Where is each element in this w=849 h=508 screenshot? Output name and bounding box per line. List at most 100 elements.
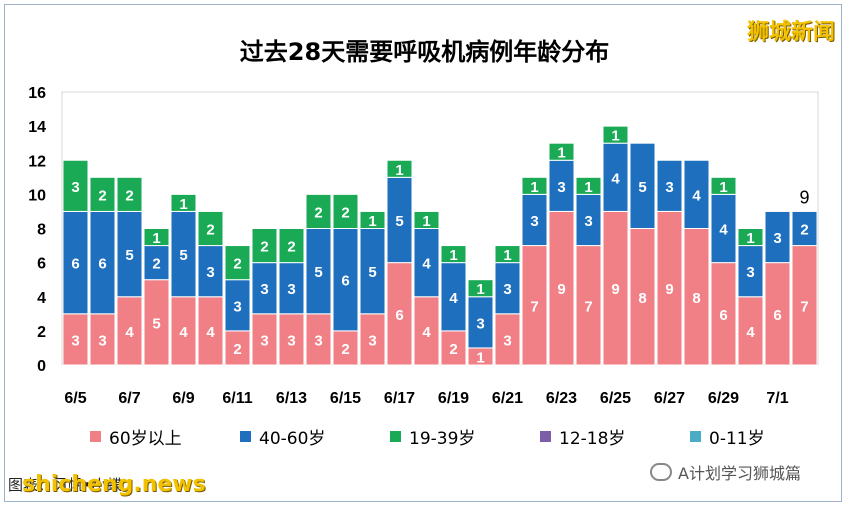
data-label: 2 <box>233 256 241 273</box>
data-label: 2 <box>260 239 268 256</box>
bar-segment <box>548 159 575 212</box>
bar-segment <box>683 159 710 229</box>
data-label: 4 <box>206 324 215 341</box>
legend-item-0-11: 0-11岁 <box>690 424 840 449</box>
data-label: 1 <box>395 162 403 179</box>
data-label: 6 <box>395 307 403 324</box>
bar-segment <box>116 176 143 212</box>
bar-segment <box>413 210 440 229</box>
bar-segment <box>764 210 791 264</box>
data-label: 5 <box>152 315 160 332</box>
bar-segment <box>278 228 305 264</box>
account-credit: A计划学习狮城篇 <box>650 460 801 484</box>
chart-legend: 60岁以上 40-60岁 19-39岁 12-18岁 0-11岁 <box>90 424 840 449</box>
y-tick-label: 2 <box>37 324 46 341</box>
data-label: 1 <box>557 145 565 162</box>
bar-segment <box>791 210 818 247</box>
legend-label: 40-60岁 <box>259 429 326 449</box>
bar-segment <box>224 245 251 281</box>
data-label: 4 <box>125 324 134 341</box>
bar-segment <box>278 262 305 315</box>
data-label: 1 <box>179 196 187 213</box>
data-label: 4 <box>179 324 188 341</box>
bar-segment <box>602 125 629 144</box>
bar-segment <box>467 279 494 298</box>
bar-segment <box>656 210 683 366</box>
data-label: 2 <box>314 204 322 221</box>
data-label: 3 <box>314 332 322 349</box>
bar-segment <box>629 142 656 229</box>
data-label: 4 <box>611 170 620 187</box>
bar-segment <box>737 245 764 298</box>
data-label: 3 <box>206 264 214 281</box>
data-label: 2 <box>233 341 241 358</box>
bar-segment <box>683 228 710 366</box>
data-label: 3 <box>773 230 781 247</box>
y-tick-label: 16 <box>28 85 46 102</box>
bar-segment <box>656 159 683 212</box>
bar-segment <box>197 210 224 247</box>
x-tick-label: 6/15 <box>330 390 361 407</box>
x-tick-label: 6/13 <box>276 390 307 407</box>
data-label: 4 <box>692 187 701 204</box>
bar-segment <box>305 228 332 315</box>
data-label: 3 <box>503 332 511 349</box>
legend-label: 12-18岁 <box>559 429 626 449</box>
bar-segment <box>791 245 818 366</box>
chart-title: 过去28天需要呼吸机病例年龄分布 <box>239 38 610 66</box>
x-tick-label: 6/17 <box>384 390 415 407</box>
data-label: 3 <box>503 281 511 298</box>
bar-segment <box>62 313 89 366</box>
data-label: 7 <box>584 298 592 315</box>
bar-segment <box>386 159 413 178</box>
data-label: 2 <box>206 222 214 239</box>
y-tick-label: 4 <box>37 290 46 307</box>
bar-segment <box>170 193 197 212</box>
data-label: 7 <box>800 298 808 315</box>
data-label: 4 <box>422 256 431 273</box>
data-label: 3 <box>260 332 268 349</box>
data-label: 3 <box>368 332 376 349</box>
bar-segment <box>359 210 386 229</box>
bar-segment <box>710 262 737 366</box>
data-label: 2 <box>287 239 295 256</box>
data-label: 8 <box>638 290 646 307</box>
wechat-icon <box>650 463 673 481</box>
data-label: 1 <box>611 128 619 145</box>
legend-label: 60岁以上 <box>109 429 182 449</box>
data-label: 3 <box>71 179 79 196</box>
bar-segment <box>224 279 251 332</box>
legend-swatch <box>90 431 101 442</box>
data-label: 9 <box>557 281 565 298</box>
bar-segment <box>494 245 521 264</box>
source-credit: 图表：风帆•小蝶 <box>8 476 122 494</box>
y-tick-label: 12 <box>28 153 46 170</box>
bar-segment <box>359 313 386 366</box>
y-tick-label: 6 <box>37 256 46 273</box>
x-tick-label: 6/25 <box>600 390 631 407</box>
bar-segment <box>143 245 170 281</box>
bar-segment <box>440 330 467 366</box>
x-tick-label: 6/9 <box>172 390 194 407</box>
data-label: 4 <box>746 324 755 341</box>
bar-segment <box>440 245 467 264</box>
data-label: 3 <box>71 332 79 349</box>
bar-segment <box>575 193 602 247</box>
bar-segment <box>224 330 251 366</box>
bar-segment <box>764 262 791 366</box>
bar-segment <box>170 296 197 366</box>
data-label: 5 <box>314 264 322 281</box>
data-label: 2 <box>152 256 160 273</box>
legend-item-40-60: 40-60岁 <box>240 424 390 449</box>
data-label: 1 <box>476 281 484 298</box>
bar-segment <box>89 176 116 212</box>
data-label: 3 <box>557 179 565 196</box>
data-label: 3 <box>476 315 484 332</box>
bar-segment <box>521 176 548 195</box>
data-label: 5 <box>125 247 133 264</box>
bar-segment <box>737 296 764 366</box>
data-label: 1 <box>719 179 727 196</box>
data-label: 6 <box>773 307 781 324</box>
data-label: 4 <box>719 222 728 239</box>
